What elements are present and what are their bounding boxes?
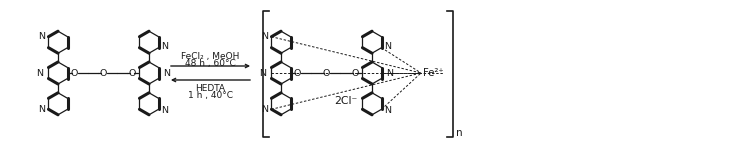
Text: N: N <box>39 32 45 41</box>
Text: N: N <box>259 69 266 77</box>
Text: N: N <box>385 106 392 115</box>
Text: N: N <box>162 106 169 115</box>
Text: Fe²⁺: Fe²⁺ <box>423 68 444 78</box>
Text: O: O <box>293 69 301 77</box>
Text: N: N <box>162 42 169 51</box>
Text: 2Cl⁻: 2Cl⁻ <box>334 96 358 106</box>
Text: O: O <box>129 69 135 77</box>
Text: N: N <box>262 32 268 41</box>
Text: n: n <box>456 128 463 138</box>
Text: 48 h , 60°C: 48 h , 60°C <box>185 59 236 67</box>
Text: O: O <box>99 69 107 77</box>
Text: N: N <box>386 69 394 77</box>
Text: N: N <box>262 105 268 114</box>
Text: O: O <box>322 69 330 77</box>
Text: N: N <box>39 105 45 114</box>
Text: HEDTA: HEDTA <box>196 83 225 92</box>
Text: O: O <box>70 69 78 77</box>
Text: N: N <box>163 69 171 77</box>
Text: 1 h , 40°C: 1 h , 40°C <box>188 91 233 100</box>
Text: N: N <box>36 69 44 77</box>
Text: N: N <box>385 42 392 51</box>
Text: O: O <box>352 69 358 77</box>
Text: FeCl₂ , MeOH: FeCl₂ , MeOH <box>181 51 240 61</box>
